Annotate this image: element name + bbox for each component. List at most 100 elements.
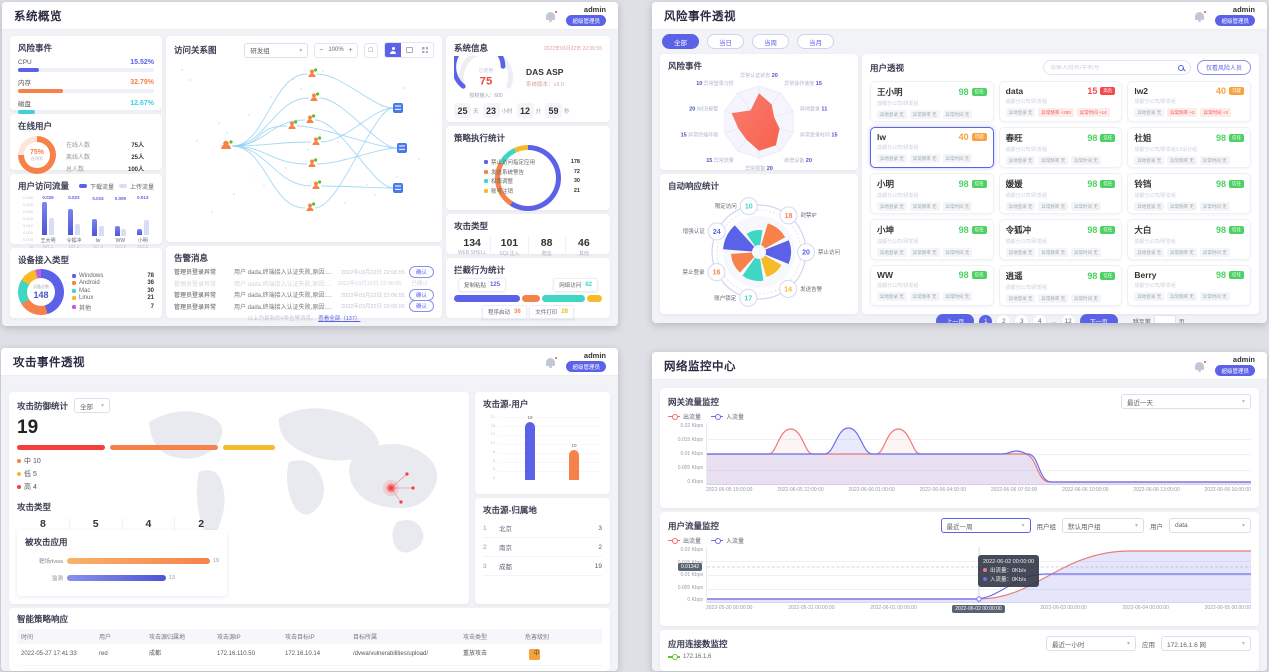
y-tick: 0.02 Kbps (680, 423, 703, 429)
user-card[interactable]: lw 40 可疑 成都分公司/研发组 异地登录 无异常频率 无异常时间 无 (870, 127, 994, 168)
tab-当月[interactable]: 当月 (797, 34, 834, 49)
grid-view-button[interactable] (417, 43, 433, 57)
defense-filter-select[interactable]: 全部 ▾ (74, 398, 111, 413)
user-card[interactable]: 春旺 98 信任 成都分公司/研发组 异地登录 无异常频率 无异常时间 无 (998, 127, 1123, 168)
tab-当周[interactable]: 当周 (752, 34, 789, 49)
user-role-badge[interactable]: 超级管理员 (1215, 15, 1255, 26)
intercept-label: 文件打印 (535, 310, 558, 316)
user-role-badge[interactable]: 超级管理员 (1215, 365, 1255, 376)
device-view-button[interactable] (401, 43, 417, 57)
stat-value: 2 (198, 518, 205, 530)
gateway-chart[interactable] (706, 423, 1251, 485)
user-card[interactable]: lw2 40 可疑 成都分公司/研发组 异地登录 无异常频率 +2 异常时间 +3 (1127, 81, 1251, 122)
radar-axis-label: 20 WEB报警 (689, 106, 719, 113)
gateway-range-select[interactable]: 最近一天 ▾ (1121, 394, 1251, 409)
legend-swatch (118, 184, 127, 188)
search-input[interactable] (1049, 64, 1174, 71)
app-range-select[interactable]: 最近一小时 ▾ (1046, 636, 1136, 651)
user-card[interactable]: Berry 98 信任 成都分公司/研发组 异地登录 无异常频率 无异常时间 无 (1127, 265, 1251, 306)
notification-dot (1203, 10, 1208, 14)
page-1[interactable]: 1 (979, 314, 993, 323)
page-4[interactable]: 4 (1033, 314, 1047, 323)
metric-value: 12.67% (130, 99, 154, 107)
confirm-button[interactable]: 确认 (408, 265, 434, 278)
jump-input[interactable] (1153, 315, 1176, 323)
notification-bell[interactable] (1195, 10, 1208, 22)
notification-bell[interactable] (546, 356, 559, 368)
user-card[interactable]: 大白 98 信任 成都分公司/研发组 异地登录 无异常频率 无异常时间 无 (1127, 219, 1251, 260)
user-card[interactable]: 令狐冲 98 信任 成都分公司/研发组 异地登录 无异常频率 无异常时间 无 (998, 219, 1123, 260)
user-card[interactable]: 逍遥 98 信任 成都分公司/研发组 异地登录 无异常频率 无异常时间 无 (998, 265, 1123, 306)
table-row[interactable]: 2022-05-27 17:41:33 red 成都 172.16.110.50 172… (17, 644, 602, 666)
severity-badge: 中 (529, 649, 540, 660)
search-icon[interactable] (1177, 64, 1184, 71)
group-select[interactable]: 研发组 ▾ (244, 42, 309, 58)
tab-当日[interactable]: 当日 (707, 34, 744, 49)
notification-bell[interactable] (546, 10, 559, 22)
intercept-value: 125 (490, 282, 501, 288)
y-tick: 0.010 (22, 223, 33, 228)
svg-text:75: 75 (480, 75, 493, 87)
page-2[interactable]: 2 (997, 314, 1011, 323)
zoom-out-button[interactable]: − (319, 46, 324, 54)
metric-label: 磁盘 (18, 101, 31, 108)
app-select[interactable]: 172.16.1.6 网 ▾ (1161, 636, 1251, 651)
user-card[interactable]: WW 98 信任 成都分公司/研发组 异地登录 无异常频率 无异常时间 无 (870, 265, 994, 306)
user-card[interactable]: data 15 高危 成都分公司/研发组 异地登录 无异常频率 +200 异常时间 +14 (998, 81, 1123, 122)
y-tick: 0.005 Kbps (677, 465, 703, 471)
user-card[interactable]: 小坤 98 信任 成都分公司/研发组 异地登录 无异常频率 无异常时间 无 (870, 219, 994, 260)
fullscreen-button[interactable]: □ (363, 42, 378, 58)
location-rank: 1 (483, 524, 487, 532)
alerts-footer-text: 以上为最新的4条告警消息。 (247, 316, 317, 322)
next-page-button[interactable]: 下一页 (1079, 314, 1118, 323)
bar-group: 0.023 令狐冲 NO.2 (66, 195, 81, 249)
tab-全部[interactable]: 全部 (662, 34, 699, 49)
topology-graph[interactable] (174, 58, 434, 234)
user-tag: 异地登录 无 (1134, 108, 1165, 117)
user-card[interactable]: 铃铛 98 信任 成都分公司/研发组 异地登录 无异常频率 无异常时间 无 (1127, 173, 1251, 214)
prev-page-button[interactable]: 上一页 (936, 314, 975, 323)
user-score: 98 (958, 270, 969, 280)
user-range-select[interactable]: 最近一周 ▾ (940, 518, 1031, 533)
page-3[interactable]: 3 (1015, 314, 1029, 323)
notification-bell[interactable] (1195, 360, 1208, 372)
user-role-badge[interactable]: 超级管理员 (566, 361, 606, 372)
user-tag: 异常频率 无 (1038, 156, 1069, 165)
user-card[interactable]: 小明 98 信任 成都分公司/研发组 异地登录 无异常频率 无异常时间 无 (870, 173, 994, 214)
device-count: 7 (150, 304, 154, 310)
user-tag: 异地登录 无 (1005, 108, 1036, 117)
confirm-button[interactable]: 确认 (408, 288, 434, 301)
user-tag: 异地登录 无 (1005, 156, 1036, 165)
user-view-button[interactable] (385, 43, 401, 57)
stat-label: 爬虫 (541, 251, 552, 257)
user-group-select[interactable]: 默认用户组 ▾ (1062, 518, 1144, 533)
y-tick: 0.01 Kbps (680, 572, 703, 578)
confirm-button[interactable]: 确认 (408, 300, 434, 313)
page-12[interactable]: 12 (1061, 314, 1075, 323)
user-card[interactable]: 杜姐 98 信任 成都分公司/研发组/UI设计组 异地登录 无异常频率 无异常时间 无 (1127, 127, 1251, 168)
user-traffic-card: 用户流量监控 最近一周 ▾ 用户组 默认用户组 ▾ 用户 data ▾ 出流量 入流量 (660, 512, 1259, 626)
metric-value: 32.79% (130, 78, 154, 86)
user-role-badge[interactable]: 超级管理员 (566, 15, 606, 26)
rose-label: 禁止登录 (682, 270, 705, 277)
upload-bar (74, 223, 80, 235)
user-name: admin (1232, 355, 1255, 364)
user-level-badge: 信任 (971, 180, 987, 188)
source-user-bar (569, 449, 579, 480)
user-select[interactable]: data ▾ (1169, 518, 1251, 533)
user-card-name: 小坤 (877, 225, 895, 235)
user-org: 成都分公司/研发组/UI设计组 (1134, 147, 1198, 153)
zoom-in-button[interactable]: + (348, 46, 353, 54)
device-label: Mac (79, 287, 91, 294)
user-score: 98 (958, 87, 969, 97)
user-card[interactable]: 媛媛 98 信任 成都分公司/研发组 异地登录 无异常频率 无异常时间 无 (998, 173, 1123, 214)
panel-system-overview: 系统概览 admin 超级管理员 风险事件 CPU 15.52% 内存 32.79% 磁盘… (2, 2, 618, 326)
user-card-grid: 王小明 98 信任 成都分公司/研发组 异地登录 无异常频率 无异常时间 无 data 15… (870, 81, 1251, 306)
legend-label: 上传流量 (129, 184, 154, 191)
user-card[interactable]: 王小明 98 信任 成都分公司/研发组 异地登录 无异常频率 无异常时间 无 (870, 81, 994, 122)
view-all-link[interactable]: 查看全部（137） (318, 316, 361, 322)
stat-value: 25人 (131, 155, 144, 161)
radar-axis-value: 20 (804, 157, 812, 164)
user-card-name: lw (877, 132, 886, 142)
risk-only-filter-button[interactable]: 仅看风险人员 (1196, 60, 1251, 75)
